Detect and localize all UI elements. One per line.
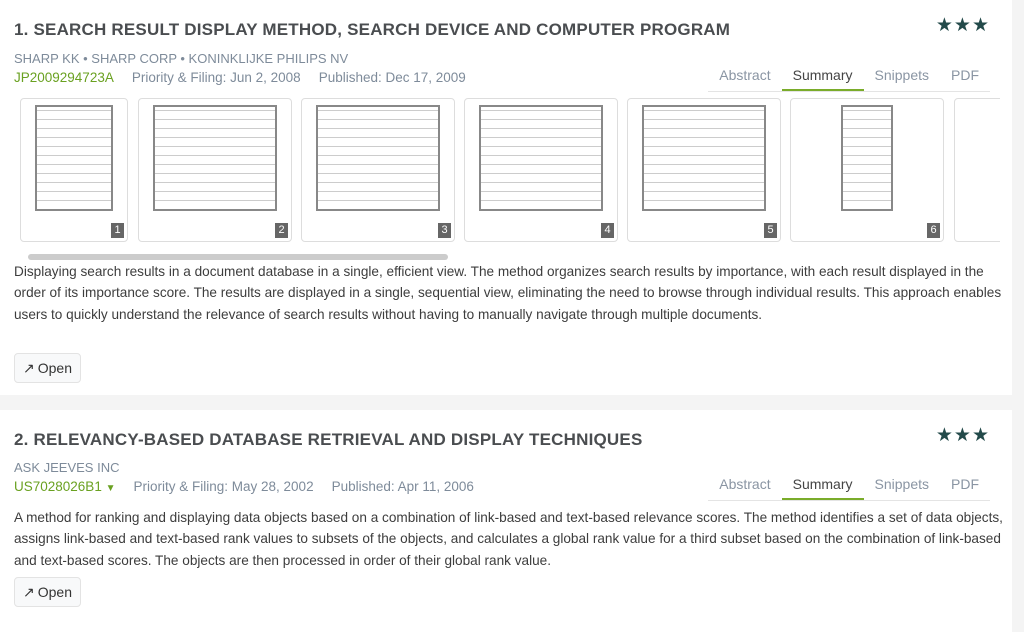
figure-thumbnail[interactable]: 1 xyxy=(20,98,128,242)
figure-thumbnails: 1 2 3 4 5 6 xyxy=(20,98,1000,243)
result-summary: A method for ranking and displaying data… xyxy=(14,507,1004,571)
patent-id[interactable]: JP2009294723A xyxy=(14,70,114,85)
meta-row: JP2009294723A Priority & Filing: Jun 2, … xyxy=(14,70,466,85)
figure-number: 1 xyxy=(111,223,124,238)
figure-number: 3 xyxy=(438,223,451,238)
figure-thumbnail[interactable] xyxy=(954,98,1000,242)
figure-thumbnail[interactable]: 4 xyxy=(464,98,618,242)
open-button[interactable]: ↗Open xyxy=(14,577,81,607)
thumbnail-scrollbar[interactable] xyxy=(20,254,1000,260)
caret-down-icon[interactable]: ▼ xyxy=(106,483,116,494)
figure-number: 4 xyxy=(601,223,614,238)
assignees: SHARP KK • SHARP CORP • KONINKLIJKE PHIL… xyxy=(14,51,348,66)
rating-stars-icon: ★★★ xyxy=(936,424,990,447)
figure-thumbnail[interactable]: 6 xyxy=(790,98,944,242)
rating-stars-icon: ★★★ xyxy=(936,14,990,37)
open-label: Open xyxy=(38,584,72,600)
result-tabs: Abstract Summary Snippets PDF xyxy=(708,476,990,501)
published-date: Published: Dec 17, 2009 xyxy=(319,70,466,85)
result-card-2: 2. RELEVANCY-BASED DATABASE RETRIEVAL AN… xyxy=(0,410,1012,632)
figure-thumbnail[interactable]: 5 xyxy=(627,98,781,242)
tab-pdf[interactable]: PDF xyxy=(940,476,990,500)
open-label: Open xyxy=(38,360,72,376)
tab-snippets[interactable]: Snippets xyxy=(864,476,940,500)
figure-number: 6 xyxy=(927,223,940,238)
open-button[interactable]: ↗Open xyxy=(14,353,81,383)
figure-thumbnail[interactable]: 3 xyxy=(301,98,455,242)
result-card-1: 1. SEARCH RESULT DISPLAY METHOD, SEARCH … xyxy=(0,0,1012,395)
tab-abstract[interactable]: Abstract xyxy=(708,67,781,91)
tab-summary[interactable]: Summary xyxy=(782,67,864,91)
priority-date: Priority & Filing: Jun 2, 2008 xyxy=(132,70,301,85)
patent-id[interactable]: US7028026B1 ▼ xyxy=(14,479,116,494)
external-link-icon: ↗ xyxy=(23,584,35,601)
external-link-icon: ↗ xyxy=(23,360,35,377)
tab-summary[interactable]: Summary xyxy=(782,476,864,500)
meta-row: US7028026B1 ▼ Priority & Filing: May 28,… xyxy=(14,479,474,494)
figure-thumbnail[interactable]: 2 xyxy=(138,98,292,242)
result-title[interactable]: 1. SEARCH RESULT DISPLAY METHOD, SEARCH … xyxy=(14,20,730,40)
assignees: ASK JEEVES INC xyxy=(14,460,119,475)
result-title[interactable]: 2. RELEVANCY-BASED DATABASE RETRIEVAL AN… xyxy=(14,430,643,450)
tab-abstract[interactable]: Abstract xyxy=(708,476,781,500)
result-tabs: Abstract Summary Snippets PDF xyxy=(708,67,990,92)
tab-pdf[interactable]: PDF xyxy=(940,67,990,91)
published-date: Published: Apr 11, 2006 xyxy=(332,479,474,494)
tab-snippets[interactable]: Snippets xyxy=(864,67,940,91)
figure-number: 5 xyxy=(764,223,777,238)
result-summary: Displaying search results in a document … xyxy=(14,261,1004,325)
figure-number: 2 xyxy=(275,223,288,238)
priority-date: Priority & Filing: May 28, 2002 xyxy=(134,479,314,494)
